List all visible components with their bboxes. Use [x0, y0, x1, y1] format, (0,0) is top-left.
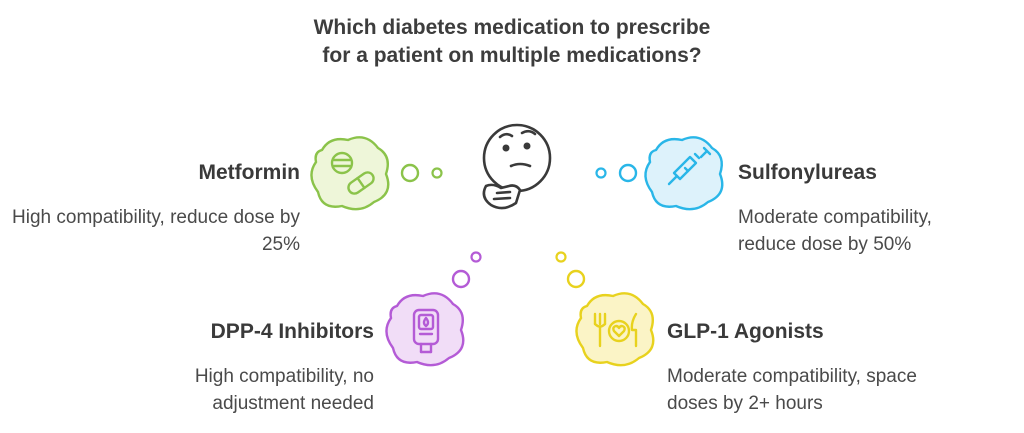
metformin-label: Metformin — [198, 161, 301, 184]
thought-bubble-small — [431, 167, 443, 179]
glp1-description: Moderate compatibility, space doses by 2… — [667, 366, 917, 414]
sulfonylureas-label: Sulfonylureas — [738, 161, 877, 184]
metformin-description: High compatibility, reduce dose by 25% — [12, 207, 300, 255]
healthy-meal-icon — [593, 312, 638, 348]
syringe-icon — [667, 146, 712, 186]
pill-icon — [330, 151, 375, 195]
dpp4-blob — [385, 251, 482, 367]
diagram-title: Which diabetes medication to prescribe f… — [313, 16, 711, 67]
dpp4-description: High compatibility, no adjustment needed — [194, 366, 374, 414]
thought-bubble-large — [400, 163, 420, 183]
dpp4-label: DPP-4 Inhibitors — [210, 320, 374, 343]
glp1-label: GLP-1 Agonists — [667, 320, 824, 343]
thinking-face-icon — [482, 123, 552, 210]
sulfonylureas-blob — [595, 136, 724, 211]
sulfonylureas-description: Moderate compatibility, reduce dose by 5… — [738, 207, 932, 255]
glp1-blob — [555, 251, 655, 367]
glucose-meter-icon — [412, 308, 440, 354]
metformin-blob — [310, 136, 443, 211]
